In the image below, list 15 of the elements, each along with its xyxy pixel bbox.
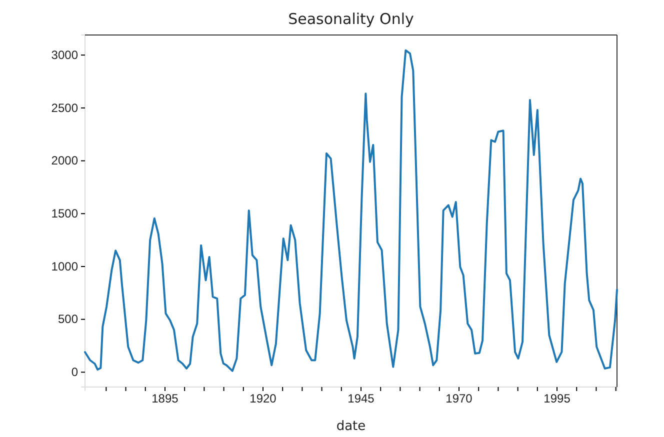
y-tick-label: 500 <box>58 312 78 326</box>
x-tick-label: 1945 <box>348 392 375 406</box>
y-tick-label: 1000 <box>51 259 78 274</box>
x-tick-label: 1970 <box>446 392 473 406</box>
y-tick-label: 0 <box>71 365 78 380</box>
chart-title: Seasonality Only <box>288 10 414 28</box>
x-tick-label: 1895 <box>152 392 179 406</box>
x-tick-label: 1995 <box>544 392 571 406</box>
y-tick-label: 2000 <box>51 154 78 168</box>
x-axis-title: date <box>336 419 366 434</box>
x-tick-label: 1920 <box>250 392 277 406</box>
y-tick-label: 3000 <box>51 48 78 62</box>
line-series <box>84 49 618 372</box>
y-tick-label: 2500 <box>51 100 78 115</box>
y-tick-label: 1500 <box>51 206 78 220</box>
